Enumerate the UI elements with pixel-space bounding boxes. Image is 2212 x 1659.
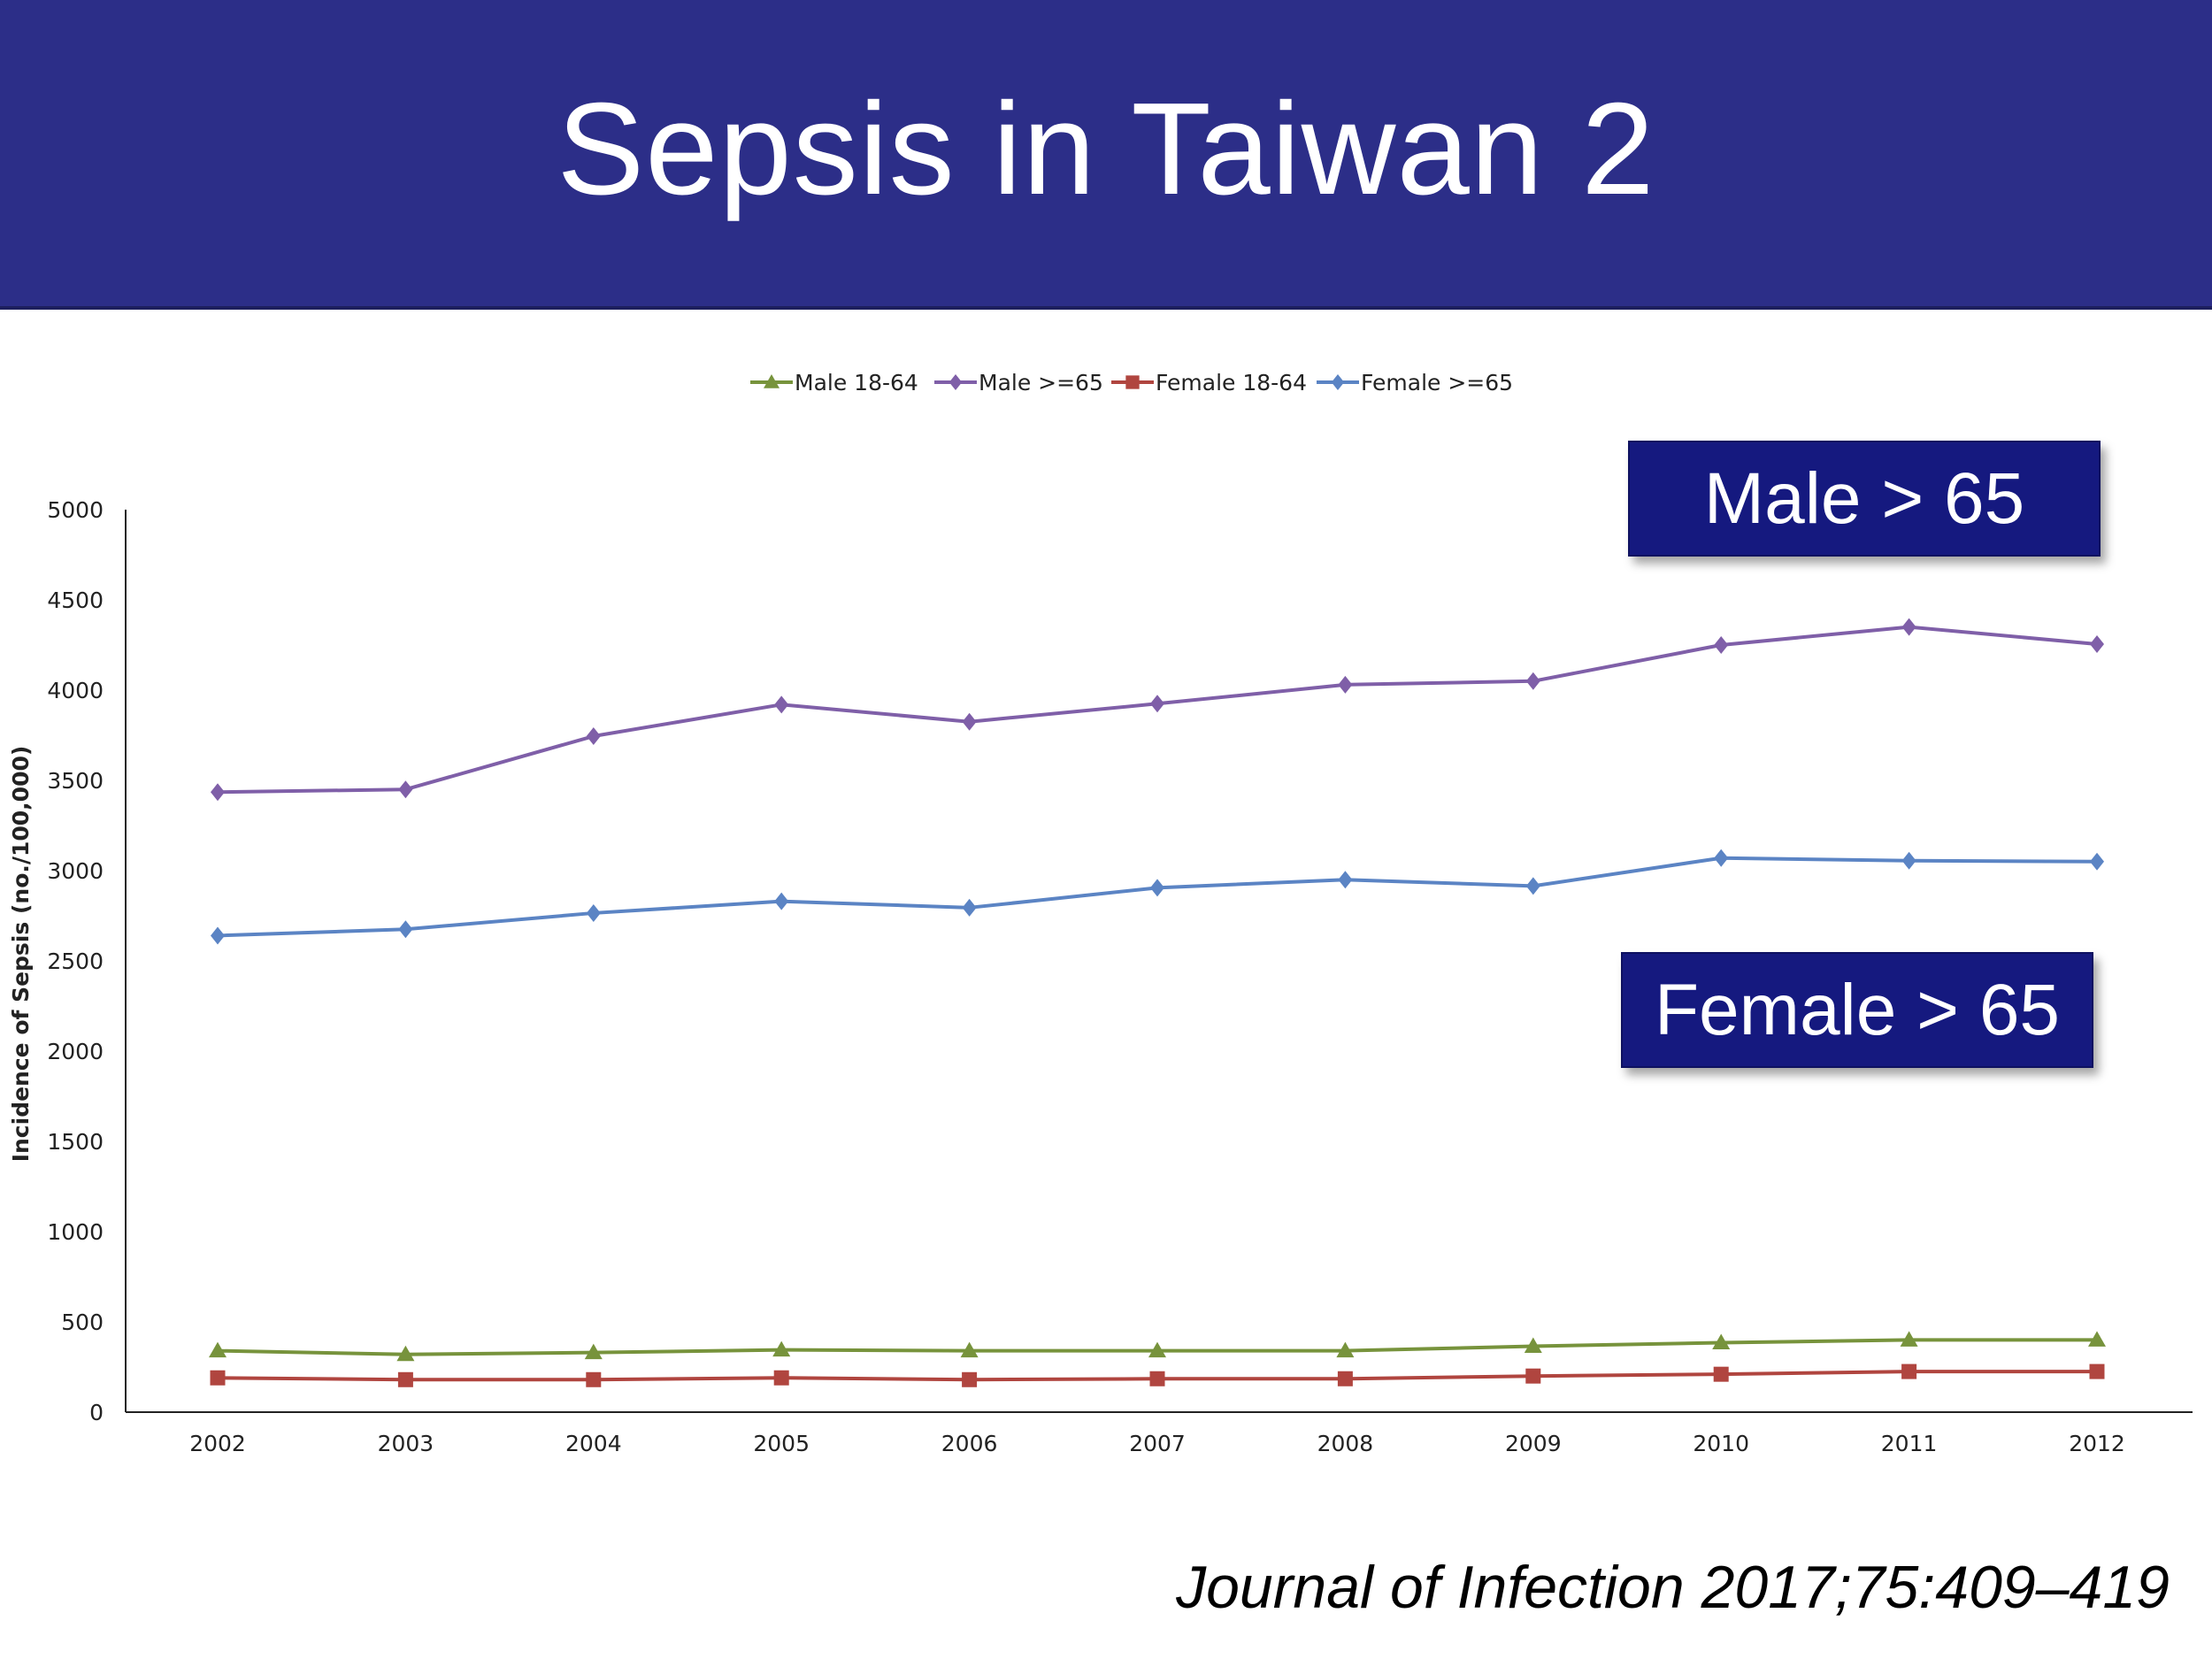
data-point	[962, 712, 977, 731]
data-point	[1148, 1341, 1166, 1358]
data-point	[1712, 1333, 1731, 1349]
legend-marker	[764, 374, 780, 388]
data-point	[1525, 877, 1540, 895]
data-point	[1338, 675, 1353, 694]
y-tick-label: 0	[89, 1400, 104, 1425]
data-point	[586, 1371, 602, 1387]
data-point	[2089, 1363, 2105, 1379]
data-point	[962, 1371, 978, 1387]
data-point	[2090, 634, 2104, 653]
y-tick-label: 3500	[47, 768, 104, 794]
data-point	[1525, 672, 1540, 690]
x-tick-label: 2006	[941, 1431, 998, 1456]
data-point	[772, 1340, 791, 1357]
y-tick-label: 2000	[47, 1039, 104, 1064]
y-tick-label: 500	[61, 1310, 104, 1335]
data-point	[1337, 1371, 1353, 1386]
data-point	[1901, 618, 1916, 636]
data-point	[211, 926, 225, 945]
y-axis-ticks: 0 500 1000 1500 2000 2500 3000 3500 4000 4500 5000	[47, 497, 104, 1425]
data-point	[586, 727, 601, 746]
series-male-18-64	[209, 1331, 2106, 1362]
data-point	[1900, 1331, 1918, 1347]
legend-item-female-ge65: Female >=65	[1317, 370, 1513, 396]
data-point	[1149, 1371, 1165, 1386]
x-tick-label: 2005	[753, 1431, 810, 1456]
data-point	[1713, 1366, 1729, 1382]
y-tick-label: 5000	[47, 497, 104, 523]
data-point	[962, 898, 977, 917]
series-female-18-64	[210, 1363, 2105, 1387]
data-point	[774, 892, 789, 910]
chart-axes	[125, 510, 2193, 1413]
legend-label: Male >=65	[979, 370, 1103, 396]
data-point	[1901, 851, 1916, 870]
legend-item-female-18-64: Female 18-64	[1111, 370, 1307, 396]
data-point	[1150, 879, 1164, 897]
x-tick-label: 2009	[1505, 1431, 1562, 1456]
y-axis-label: Incidence of Sepsis (no./100,000)	[8, 746, 34, 1163]
callout-male-over-65: Male > 65	[1628, 441, 2101, 557]
data-point	[2090, 852, 2104, 871]
data-point	[1525, 1368, 1541, 1384]
y-tick-label: 3000	[47, 858, 104, 884]
data-point	[209, 1341, 227, 1358]
x-tick-label: 2010	[1693, 1431, 1749, 1456]
data-point	[211, 783, 225, 802]
data-point	[210, 1370, 226, 1386]
data-point	[396, 1345, 415, 1362]
y-tick-label: 2500	[47, 949, 104, 974]
data-point	[1150, 695, 1164, 713]
data-point	[773, 1370, 789, 1386]
legend-label: Female >=65	[1361, 370, 1513, 396]
chart-legend: Male 18-64 Male >=65 Female 18-64 Female >=…	[750, 370, 1513, 396]
legend-label: Female 18-64	[1156, 370, 1307, 396]
x-tick-label: 2012	[2069, 1431, 2125, 1456]
legend-label: Male 18-64	[795, 370, 918, 396]
data-point	[774, 695, 789, 714]
legend-item-male-18-64: Male 18-64	[750, 370, 918, 396]
x-tick-label: 2002	[189, 1431, 246, 1456]
legend-marker	[1331, 374, 1345, 390]
slide-title: Sepsis in Taiwan 2	[557, 76, 1655, 222]
x-tick-label: 2011	[1881, 1431, 1938, 1456]
legend-marker	[1125, 375, 1140, 389]
callout-female-over-65: Female > 65	[1621, 952, 2093, 1068]
data-point	[584, 1343, 603, 1360]
data-point	[1336, 1341, 1355, 1358]
y-tick-label: 4500	[47, 588, 104, 613]
data-point	[960, 1341, 979, 1358]
data-point	[1714, 849, 1729, 867]
data-point	[1714, 636, 1729, 654]
legend-marker	[949, 374, 963, 390]
title-bar: Sepsis in Taiwan 2	[0, 0, 2212, 310]
y-tick-label: 1500	[47, 1129, 104, 1155]
y-tick-label: 4000	[47, 678, 104, 703]
data-point	[397, 1371, 413, 1387]
x-tick-label: 2003	[378, 1431, 434, 1456]
chart-series	[209, 618, 2106, 1387]
data-point	[1524, 1337, 1542, 1354]
series-line	[217, 856, 2098, 938]
citation: Journal of Infection 2017;75:409–419	[1176, 1554, 2170, 1621]
series-female-ge65	[211, 849, 2104, 945]
x-tick-label: 2008	[1317, 1431, 1374, 1456]
data-point	[398, 780, 413, 799]
series-male-ge65	[211, 618, 2104, 802]
legend-item-male-ge65: Male >=65	[934, 370, 1103, 396]
data-point	[2088, 1331, 2106, 1347]
data-point	[1338, 871, 1353, 889]
line-chart: Male 18-64 Male >=65 Female 18-64 Female >=…	[8, 370, 2193, 1456]
x-tick-label: 2007	[1129, 1431, 1186, 1456]
data-point	[1901, 1363, 1917, 1379]
y-tick-label: 1000	[47, 1219, 104, 1245]
data-point	[398, 920, 413, 939]
x-tick-label: 2004	[565, 1431, 622, 1456]
data-point	[586, 903, 601, 922]
x-axis-ticks: 2002 2003 2004 2005 2006 2007 2008 2009 2010 2011…	[189, 1431, 2125, 1456]
